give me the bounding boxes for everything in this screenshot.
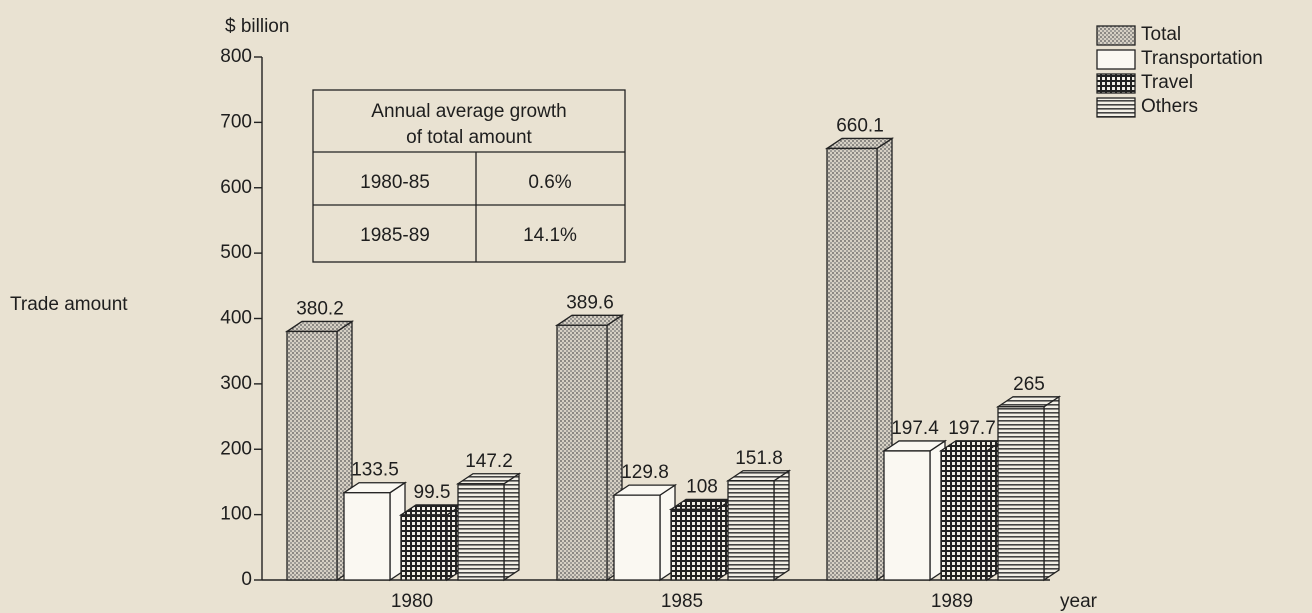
bar <box>997 406 1045 581</box>
value-label: 197.7 <box>948 418 996 439</box>
legend-swatch <box>1096 25 1136 46</box>
bar-side <box>503 472 520 582</box>
value-label: 133.5 <box>351 460 399 481</box>
y-tick-label: 100 <box>220 504 252 525</box>
legend-label: Transportation <box>1141 48 1263 69</box>
legend-swatch <box>1096 49 1136 70</box>
y-tick-label: 0 <box>241 569 252 590</box>
x-tick-label: 1989 <box>931 591 973 612</box>
value-label: 99.5 <box>414 482 451 503</box>
table-border <box>312 89 626 263</box>
table-cell: 0.6% <box>528 172 571 193</box>
value-label: 389.6 <box>566 292 614 313</box>
inset-table: Annual average growth of total amount 19… <box>312 89 626 263</box>
legend-label: Travel <box>1141 72 1193 93</box>
legend-swatch <box>1096 97 1136 118</box>
y-tick-label: 700 <box>220 111 252 132</box>
value-label: 129.8 <box>621 462 669 483</box>
y-axis-label: Trade amount <box>10 294 128 315</box>
y-tick-label: 400 <box>220 308 252 329</box>
bar <box>727 480 775 581</box>
bar <box>670 508 718 581</box>
bar <box>556 324 608 581</box>
y-tick-label: 800 <box>220 46 252 67</box>
bar-side <box>1043 395 1060 582</box>
table-cell: 1985-89 <box>360 225 430 246</box>
y-tick-label: 200 <box>220 438 252 459</box>
value-label: 197.4 <box>891 418 939 439</box>
bar <box>883 450 931 581</box>
value-label: 380.2 <box>296 298 344 319</box>
value-label: 151.8 <box>735 448 783 469</box>
x-tick-label: 1980 <box>391 591 433 612</box>
legend-label: Total <box>1141 24 1181 45</box>
value-label: 660.1 <box>836 115 884 136</box>
bar <box>343 492 391 581</box>
value-label: 265 <box>1013 374 1045 395</box>
table-cell: 1980-85 <box>360 172 430 193</box>
bar <box>826 147 878 581</box>
x-tick-label: 1985 <box>661 591 703 612</box>
bar <box>940 450 988 581</box>
y-tick-label: 300 <box>220 373 252 394</box>
y-tick-label: 600 <box>220 177 252 198</box>
y-axis-unit: $ billion <box>225 16 289 37</box>
bar-side <box>773 469 790 582</box>
bar <box>613 494 661 581</box>
bar <box>457 483 505 581</box>
table-cell: 14.1% <box>523 225 577 246</box>
y-tick-label: 500 <box>220 242 252 263</box>
value-label: 108 <box>686 476 718 497</box>
legend-label: Others <box>1141 96 1198 117</box>
bar <box>400 514 448 581</box>
legend-swatch <box>1096 73 1136 94</box>
table-header: of total amount <box>406 127 532 148</box>
x-axis-label: year <box>1060 591 1098 612</box>
bar <box>286 330 338 581</box>
value-label: 147.2 <box>465 451 513 472</box>
table-header: Annual average growth <box>371 101 566 122</box>
